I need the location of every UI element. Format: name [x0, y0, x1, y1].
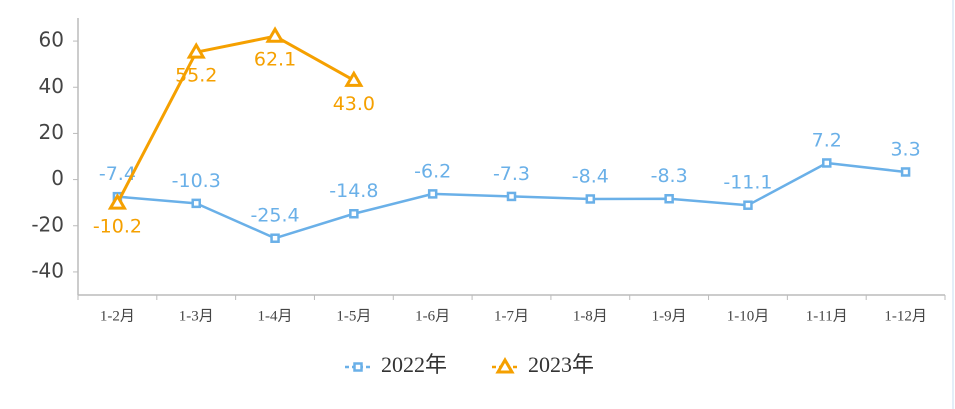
- y-tick-label: -20: [31, 212, 64, 236]
- data-label: 62.1: [254, 49, 296, 71]
- data-label: -10.3: [172, 170, 221, 192]
- x-tick-label: 1-5月: [336, 308, 371, 324]
- point: [900, 167, 911, 177]
- data-label: -14.8: [329, 180, 378, 202]
- point: [506, 191, 517, 202]
- legend-label: 2022年: [381, 352, 447, 377]
- point: [107, 193, 128, 210]
- x-tick-label: 1-10月: [727, 308, 770, 324]
- series-line: [116, 34, 355, 204]
- data-label: -6.2: [414, 160, 451, 182]
- data-label: 43.0: [333, 93, 375, 115]
- y-tick-label: 20: [39, 120, 64, 144]
- point: [427, 189, 438, 199]
- x-tick-label: 1-4月: [258, 308, 293, 324]
- x-tick-label: 1-6月: [415, 308, 450, 324]
- point: [186, 42, 206, 59]
- data-label: 3.3: [890, 138, 920, 160]
- point: [270, 233, 280, 243]
- data-label: -11.1: [723, 172, 772, 194]
- data-label: -7.4: [99, 163, 136, 185]
- point: [743, 200, 753, 210]
- data-label: -8.3: [651, 165, 688, 187]
- legend-label: 2023年: [528, 352, 594, 377]
- data-label: -7.3: [493, 163, 530, 185]
- point: [664, 193, 674, 204]
- x-tick-label: 1-11月: [806, 308, 848, 324]
- point: [344, 70, 364, 87]
- point: [349, 208, 359, 219]
- legend-marker: [353, 362, 363, 372]
- x-tick-label: 1-7月: [494, 308, 529, 324]
- point: [585, 194, 596, 204]
- data-label: 7.2: [812, 129, 842, 151]
- data-label: -8.4: [572, 165, 609, 187]
- x-tick-label: 1-9月: [652, 308, 687, 324]
- y-tick-label: 40: [39, 74, 64, 98]
- data-label: -10.2: [93, 216, 142, 238]
- point: [822, 158, 832, 168]
- y-tick-label: -40: [31, 258, 64, 282]
- legend-marker: [495, 357, 515, 374]
- point: [265, 26, 285, 43]
- y-tick-label: 0: [51, 166, 64, 190]
- y-tick-label: 60: [39, 28, 64, 52]
- x-tick-label: 1-2月: [100, 308, 135, 324]
- x-tick-label: 1-12月: [884, 308, 927, 324]
- x-tick-label: 1-8月: [573, 308, 608, 324]
- data-label: -25.4: [250, 205, 299, 227]
- point: [191, 198, 201, 209]
- x-tick-label: 1-3月: [179, 308, 214, 324]
- data-label: 55.2: [175, 65, 217, 87]
